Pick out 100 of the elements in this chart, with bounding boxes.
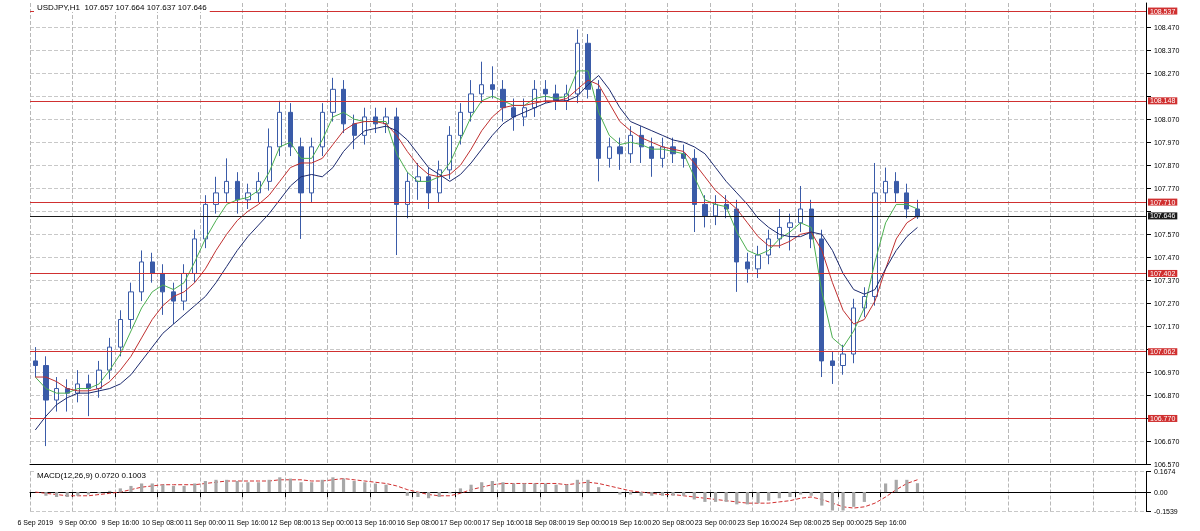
bar: [820, 492, 824, 506]
bar: [501, 482, 505, 493]
candlestick: [830, 351, 835, 385]
candlestick: [479, 61, 484, 104]
bar: [203, 481, 207, 493]
candlestick: [840, 344, 846, 376]
candlestick: [787, 213, 793, 251]
bar: [76, 492, 80, 496]
bar: [512, 483, 516, 493]
bar: [384, 484, 388, 493]
candlestick: [596, 79, 601, 182]
bar: [44, 492, 48, 496]
candlestick: [617, 137, 623, 171]
candlestick: [755, 245, 761, 279]
candlestick: [702, 194, 708, 228]
bar: [830, 492, 835, 511]
candlestick: [277, 100, 282, 157]
bar: [660, 492, 664, 496]
chart-title: MACD(12,26,9) 0.0720 0.1003: [37, 470, 147, 480]
bar: [894, 479, 898, 493]
candlestick: [298, 137, 304, 240]
bar: [905, 479, 909, 493]
candlestick: [607, 137, 612, 169]
candlestick: [894, 171, 899, 203]
candlestick: [798, 185, 803, 233]
candlestick: [150, 252, 155, 284]
bar: [246, 482, 250, 493]
bar: [118, 488, 122, 493]
bar: [86, 492, 91, 495]
candlestick: [224, 157, 229, 203]
candlestick: [490, 65, 495, 100]
bar: [331, 477, 335, 493]
bar: [54, 492, 59, 497]
bar: [140, 483, 144, 493]
bar: [618, 492, 622, 495]
bar: [597, 487, 601, 493]
candlestick: [405, 171, 410, 219]
candlestick: [330, 77, 336, 123]
bar: [671, 492, 675, 496]
bar: [437, 492, 441, 497]
candlestick: [309, 137, 314, 203]
bar: [767, 492, 771, 501]
candlestick: [713, 194, 718, 226]
bar: [862, 492, 866, 502]
candlestick: [426, 167, 431, 210]
bar: [405, 492, 409, 496]
bar: [543, 483, 548, 493]
bar: [650, 492, 654, 496]
candlestick: [649, 137, 654, 178]
candlestick: [33, 346, 38, 378]
bar: [639, 492, 643, 496]
candlestick: [267, 127, 272, 192]
chart-title: USDJPY,H1 107.657 107.664 107.637 107.646: [37, 2, 208, 12]
bar: [480, 482, 484, 493]
bar: [724, 492, 728, 502]
bar: [373, 483, 378, 493]
candlestick: [203, 194, 208, 249]
candlestick: [341, 79, 346, 134]
bar: [682, 492, 686, 496]
bar: [426, 492, 431, 499]
bar: [416, 492, 420, 497]
candlestick: [734, 199, 739, 293]
bar: [756, 492, 760, 504]
bar: [915, 483, 920, 493]
candlestick: [883, 167, 888, 203]
bar: [469, 484, 473, 493]
candlestick: [468, 79, 474, 123]
candlestick: [575, 28, 580, 104]
candlestick: [43, 355, 49, 447]
bar: [320, 479, 324, 493]
bar: [267, 479, 271, 493]
bar: [352, 481, 356, 493]
bar: [310, 482, 314, 493]
candlestick: [352, 114, 357, 150]
candlestick: [915, 199, 920, 220]
bar: [788, 492, 792, 497]
bar: [777, 492, 781, 499]
bar: [214, 479, 218, 493]
bar: [299, 482, 303, 493]
bar: [256, 482, 261, 493]
bar: [798, 492, 803, 495]
bar: [586, 479, 590, 493]
candlestick: [128, 282, 134, 330]
candlestick: [192, 229, 197, 284]
candlestick: [160, 263, 165, 316]
bar: [182, 485, 186, 493]
candlestick: [288, 102, 293, 157]
candlestick: [54, 376, 59, 413]
bar: [522, 483, 526, 493]
bar: [575, 479, 579, 493]
candlestick: [628, 125, 633, 164]
bar: [193, 483, 197, 493]
bar: [884, 483, 888, 493]
bar: [458, 488, 463, 493]
bar: [745, 492, 750, 505]
candlestick: [511, 98, 516, 132]
bar: [65, 492, 69, 497]
line-series: [34, 478, 918, 509]
candlestick: [139, 249, 144, 302]
candlestick: [107, 337, 112, 380]
